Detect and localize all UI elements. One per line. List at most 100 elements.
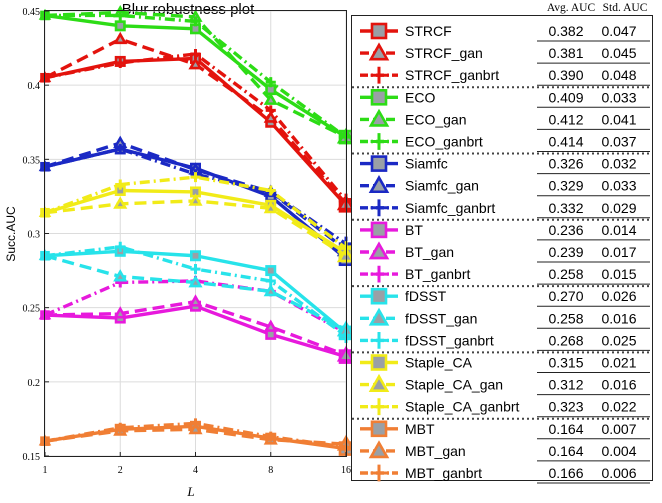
legend-row: Staple_CA 0.315 0.021 bbox=[360, 354, 650, 373]
legend-series-name: BT bbox=[405, 222, 423, 238]
legend-avg-auc: 0.164 bbox=[548, 443, 583, 459]
legend-std-auc: 0.029 bbox=[601, 200, 636, 216]
legend-std-auc: 0.048 bbox=[601, 67, 636, 83]
legend-avg-auc: 0.164 bbox=[548, 421, 583, 437]
legend-marker bbox=[370, 199, 388, 217]
legend-series-name: STRCF bbox=[405, 23, 452, 39]
data-point bbox=[265, 275, 276, 287]
legend-row: Staple_CA_ganbrt 0.323 0.022 bbox=[352, 398, 652, 420]
legend-std-auc: 0.017 bbox=[601, 244, 636, 260]
legend-std-auc: 0.045 bbox=[601, 45, 636, 61]
data-point bbox=[188, 56, 203, 70]
legend-series-name: fDSST bbox=[405, 288, 447, 304]
legend: Avg. AUC Std. AUC STRCF 0.382 0.047 STRCF_g… bbox=[351, 2, 653, 484]
legend-row: STRCF_gan 0.381 0.045 bbox=[360, 42, 650, 64]
legend-std-auc: 0.007 bbox=[601, 421, 636, 437]
legend-marker bbox=[370, 420, 388, 438]
y-tick-label: 0.4 bbox=[28, 81, 41, 92]
data-point bbox=[263, 92, 278, 105]
legend-marker bbox=[370, 66, 388, 84]
legend-series-name: BT_gan bbox=[405, 244, 454, 260]
data-point bbox=[190, 250, 202, 262]
legend-std-auc: 0.047 bbox=[601, 23, 636, 39]
data-point bbox=[190, 48, 201, 60]
legend-marker bbox=[370, 22, 388, 40]
x-tick-label: 4 bbox=[193, 465, 198, 476]
legend-series-name: MBT_gan bbox=[405, 443, 466, 459]
data-point bbox=[115, 241, 126, 252]
legend-avg-auc: 0.239 bbox=[548, 244, 583, 260]
legend-marker bbox=[368, 440, 390, 459]
x-tick-label: 8 bbox=[268, 465, 273, 476]
legend-marker bbox=[368, 42, 390, 61]
legend-series-name: MBT bbox=[405, 421, 435, 437]
y-tick-label: 0.2 bbox=[28, 378, 41, 389]
legend-std-auc: 0.025 bbox=[601, 332, 636, 348]
legend-series-name: STRCF_gan bbox=[405, 45, 483, 61]
y-tick-label: 0.35 bbox=[23, 155, 41, 166]
legend-avg-auc: 0.323 bbox=[548, 399, 583, 415]
data-point bbox=[265, 185, 276, 196]
legend-series-name: MBT_ganbrt bbox=[405, 465, 482, 481]
legend-avg-auc: 0.268 bbox=[548, 332, 583, 348]
legend-marker bbox=[368, 307, 390, 326]
data-point bbox=[115, 10, 126, 21]
legend-marker bbox=[370, 265, 388, 283]
legend-std-auc: 0.041 bbox=[601, 111, 636, 127]
legend-avg-auc: 0.332 bbox=[548, 200, 583, 216]
data-point bbox=[265, 105, 276, 116]
legend-std-auc: 0.033 bbox=[601, 178, 636, 194]
legend-marker bbox=[370, 89, 388, 106]
x-tick-label: 16 bbox=[341, 465, 351, 476]
legend-avg-auc: 0.409 bbox=[548, 89, 583, 105]
x-tick-label: 2 bbox=[118, 465, 123, 476]
legend-row: fDSST_ganbrt 0.268 0.025 bbox=[352, 332, 652, 354]
legend-avg-auc: 0.270 bbox=[548, 288, 583, 304]
legend-series-name: Staple_CA bbox=[405, 355, 473, 371]
legend-row: Siamfc_ganbrt 0.332 0.029 bbox=[352, 199, 652, 221]
legend-row: fDSST 0.270 0.026 bbox=[360, 287, 650, 307]
legend-marker bbox=[368, 241, 390, 260]
legend-box bbox=[351, 15, 653, 481]
legend-row: ECO_gan 0.412 0.041 bbox=[360, 108, 650, 130]
plot-area-frame bbox=[44, 10, 347, 457]
data-point bbox=[190, 418, 201, 429]
legend-marker bbox=[370, 398, 388, 416]
data-point bbox=[114, 20, 126, 32]
legend-row: Siamfc_gan 0.329 0.033 bbox=[360, 175, 650, 197]
legend-marker bbox=[368, 373, 390, 392]
legend-row: MBT 0.164 0.007 bbox=[360, 420, 650, 440]
legend-series-name: BT_ganbrt bbox=[405, 266, 470, 282]
data-point bbox=[188, 421, 203, 435]
data-point bbox=[263, 200, 278, 214]
y-tick-label: 0.15 bbox=[23, 452, 41, 463]
legend-std-auc: 0.026 bbox=[601, 288, 636, 304]
legend-avg-auc: 0.258 bbox=[548, 266, 583, 282]
data-point bbox=[265, 77, 276, 88]
legend-row: BT 0.236 0.014 bbox=[360, 221, 650, 241]
plot-series bbox=[38, 5, 356, 456]
data-point bbox=[115, 422, 126, 433]
data-point bbox=[113, 196, 128, 209]
axis-ticks: 0.15 0.2 0.25 0.3 0.35 0.4 0.45 1 2 4 8 16 bbox=[23, 7, 352, 476]
legend-marker bbox=[370, 287, 388, 305]
data-point bbox=[113, 306, 128, 319]
data-point bbox=[265, 431, 276, 442]
data-point bbox=[190, 172, 201, 183]
data-point bbox=[190, 16, 201, 27]
legend-marker bbox=[370, 221, 388, 239]
data-point bbox=[115, 179, 126, 190]
legend-avg-auc: 0.329 bbox=[548, 178, 583, 194]
legend-row: fDSST_gan 0.258 0.016 bbox=[360, 307, 650, 329]
data-point bbox=[190, 264, 201, 275]
legend-row: MBT_ganbrt 0.166 0.006 bbox=[360, 464, 650, 484]
legend-series-name: Siamfc_ganbrt bbox=[405, 200, 495, 216]
legend-series-name: Staple_CA_gan bbox=[405, 377, 503, 393]
data-point bbox=[265, 265, 277, 277]
legend-avg-auc: 0.326 bbox=[548, 156, 583, 172]
y-tick-label: 0.25 bbox=[23, 304, 41, 315]
legend-series-name: Siamfc bbox=[405, 156, 448, 172]
legend-marker bbox=[370, 155, 388, 172]
legend-std-auc: 0.006 bbox=[601, 465, 636, 481]
